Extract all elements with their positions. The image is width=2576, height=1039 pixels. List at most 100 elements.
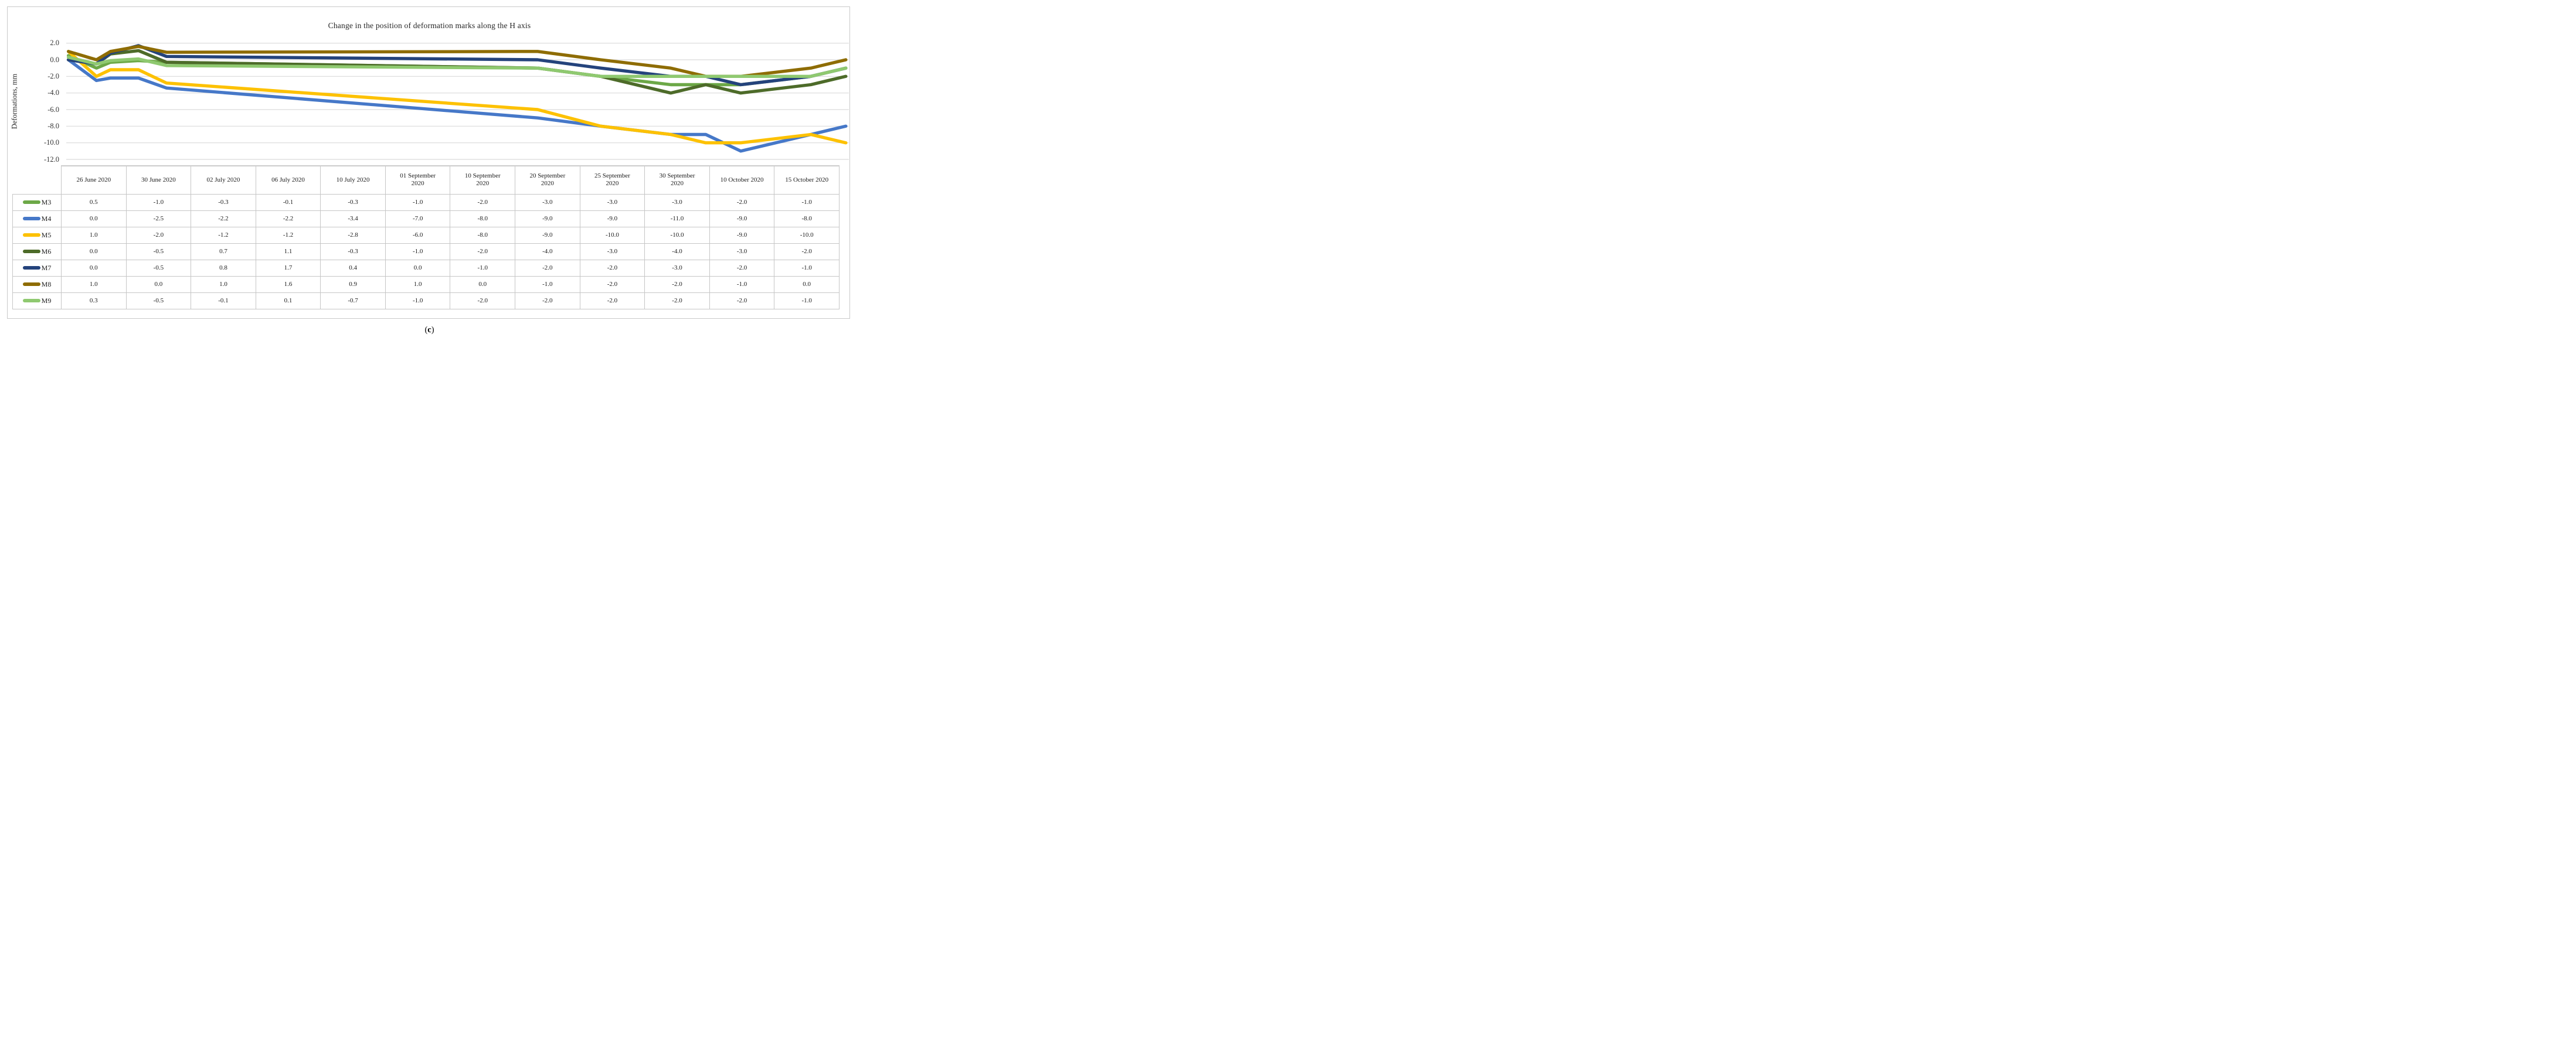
column-header-date: 30 September 2020 [644, 165, 710, 195]
column-header-date: 02 July 2020 [191, 165, 256, 195]
value-cell: -4.0 [644, 243, 710, 260]
series-legend-cell: M8 [12, 275, 62, 293]
value-cell: -1.0 [385, 193, 451, 211]
value-cell: -2.0 [709, 193, 775, 211]
y-tick-label: 2.0 [50, 39, 59, 47]
value-cell: -8.0 [774, 210, 840, 227]
table-row-M7: M7 0.0 -0.5 0.8 1.7 0.4 0.0 -1.0 -2.0 -2.0 -3.0 -2.… [12, 259, 840, 277]
chart-data-table: 26 June 2020 30 June 2020 02 July 2020 06 J… [12, 165, 840, 309]
value-cell: -4.0 [515, 243, 580, 260]
table-row-M9: M9 0.3 -0.5 -0.1 0.1 -0.7 -1.0 -2.0 -2.0 -2.0 -2.0… [12, 292, 840, 309]
y-axis-tick-labels: 2.0 0.0 -2.0 -4.0 -6.0 -8.0 -10.0 -12.0 [0, 0, 61, 176]
value-cell: 1.0 [61, 226, 127, 244]
value-cell: 1.6 [255, 275, 321, 293]
series-name-label: M4 [41, 214, 52, 223]
column-header-date: 20 September 2020 [515, 165, 580, 195]
value-cell: -0.3 [320, 243, 386, 260]
value-cell: -2.0 [450, 292, 516, 309]
caption-close-paren: ) [431, 325, 434, 335]
column-header-date: 30 June 2020 [125, 165, 192, 195]
value-cell: -9.0 [709, 226, 775, 244]
series-name-label: M6 [41, 247, 52, 256]
series-line-M7 [66, 44, 848, 87]
value-cell: -2.0 [125, 226, 192, 244]
value-cell: 1.0 [385, 275, 451, 293]
value-cell: 0.4 [320, 259, 386, 277]
table-row-M3: M3 0.5 -1.0 -0.3 -0.1 -0.3 -1.0 -2.0 -3.0 -3.0 -3.… [12, 193, 840, 211]
caption-open-paren: ( [424, 325, 428, 335]
value-cell: -9.0 [515, 210, 580, 227]
legend-line-swatch-M5 [22, 233, 40, 237]
table-row-M5: M5 1.0 -2.0 -1.2 -1.2 -2.8 -6.0 -8.0 -9.0 -10.0 -1… [12, 226, 840, 244]
value-cell: -1.0 [774, 193, 840, 211]
value-cell: -0.1 [255, 193, 321, 211]
value-cell: 0.0 [61, 210, 127, 227]
value-cell: 0.0 [61, 259, 127, 277]
value-cell: -2.0 [644, 292, 710, 309]
table-row-M4: M4 0.0 -2.5 -2.2 -2.2 -3.4 -7.0 -8.0 -9.0 -9.0 -11… [12, 210, 840, 227]
value-cell: -0.3 [320, 193, 386, 211]
value-cell: -0.5 [125, 292, 192, 309]
y-tick-label: -4.0 [47, 88, 59, 97]
value-cell: -1.0 [450, 259, 516, 277]
series-line-M4 [66, 58, 848, 153]
value-cell: -2.5 [125, 210, 192, 227]
value-cell: -6.0 [385, 226, 451, 244]
value-cell: 1.0 [61, 275, 127, 293]
value-cell: 0.3 [61, 292, 127, 309]
value-cell: -0.5 [125, 259, 192, 277]
legend-line-swatch-M7 [22, 266, 40, 270]
series-legend-cell: M3 [12, 193, 62, 211]
value-cell: -1.0 [125, 193, 192, 211]
value-cell: 0.9 [320, 275, 386, 293]
y-tick-label: -10.0 [43, 138, 59, 147]
value-cell: -3.0 [579, 193, 645, 211]
column-header-date: 26 June 2020 [61, 165, 127, 195]
series-line-M9 [66, 55, 848, 79]
column-header-date: 01 September 2020 [385, 165, 451, 195]
value-cell: -2.2 [255, 210, 321, 227]
value-cell: -0.3 [191, 193, 256, 211]
column-header-date: 10 September 2020 [450, 165, 516, 195]
value-cell: -0.5 [125, 243, 192, 260]
value-cell: 0.0 [125, 275, 192, 293]
series-legend-cell: M5 [12, 226, 62, 244]
table-corner-cell [12, 166, 62, 195]
value-cell: 1.1 [255, 243, 321, 260]
value-cell: -1.0 [385, 243, 451, 260]
value-cell: -2.0 [644, 275, 710, 293]
value-cell: 0.0 [774, 275, 840, 293]
value-cell: -9.0 [579, 210, 645, 227]
series-line-M5 [66, 50, 848, 145]
series-name-label: M5 [41, 230, 52, 239]
value-cell: 0.0 [450, 275, 516, 293]
value-cell: -3.0 [709, 243, 775, 260]
series-name-label: M9 [41, 296, 52, 305]
column-header-date: 10 July 2020 [320, 165, 386, 195]
value-cell: -1.0 [385, 292, 451, 309]
y-tick-label: -6.0 [47, 105, 59, 114]
value-cell: -2.0 [579, 292, 645, 309]
value-cell: -3.0 [644, 193, 710, 211]
value-cell: -3.0 [579, 243, 645, 260]
value-cell: -9.0 [515, 226, 580, 244]
column-header-date: 25 September 2020 [579, 165, 645, 195]
value-cell: 1.0 [191, 275, 256, 293]
series-legend-cell: M4 [12, 210, 62, 227]
value-cell: -0.1 [191, 292, 256, 309]
y-tick-label: -12.0 [43, 155, 59, 163]
series-legend-cell: M6 [12, 243, 62, 260]
series-name-label: M8 [41, 280, 52, 288]
value-cell: -2.0 [774, 243, 840, 260]
table-row-M6: M6 0.0 -0.5 0.7 1.1 -0.3 -1.0 -2.0 -4.0 -3.0 -4.0-… [12, 243, 840, 260]
value-cell: 0.5 [61, 193, 127, 211]
value-cell: 1.7 [255, 259, 321, 277]
table-header-row: 26 June 2020 30 June 2020 02 July 2020 06 J… [12, 165, 840, 195]
value-cell: -2.0 [709, 259, 775, 277]
value-cell: -10.0 [644, 226, 710, 244]
y-tick-label: -2.0 [47, 71, 59, 80]
value-cell: -3.0 [644, 259, 710, 277]
column-header-date: 06 July 2020 [255, 165, 321, 195]
caption-letter: c [427, 325, 431, 335]
value-cell: -1.2 [191, 226, 256, 244]
